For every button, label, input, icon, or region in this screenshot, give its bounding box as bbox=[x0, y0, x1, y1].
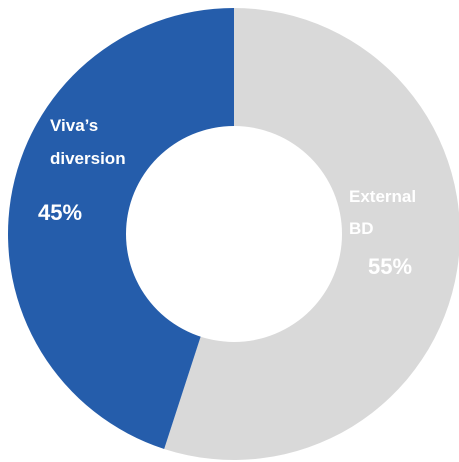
slice-label-vivas-diversion-line-1: Viva’s bbox=[50, 116, 98, 135]
slice-label-external-bd-line-1: External bbox=[349, 187, 416, 206]
donut-hole bbox=[126, 126, 342, 342]
slice-viva-s-diversion bbox=[8, 8, 234, 449]
slice-label-vivas-diversion-line-2: diversion bbox=[50, 149, 126, 168]
slice-label-external-bd-line-2: BD bbox=[349, 219, 374, 238]
slice-value-external-bd: 55% bbox=[368, 254, 412, 279]
slice-value-vivas-diversion: 45% bbox=[38, 200, 82, 225]
